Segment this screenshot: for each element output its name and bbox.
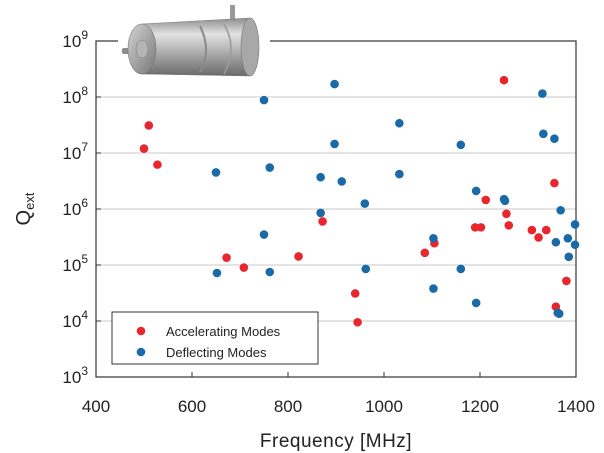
y-tick-label: 108: [62, 84, 88, 107]
y-tick-label: 109: [62, 28, 88, 51]
deflecting-mode-point: [429, 284, 438, 293]
accelerating-mode-point: [318, 217, 327, 226]
accelerating-mode-point: [502, 209, 511, 219]
deflecting-mode-point: [265, 163, 275, 172]
deflecting-mode-point: [330, 139, 339, 149]
deflecting-mode-point: [456, 264, 466, 274]
x-axis-label: Frequency [MHz]: [260, 431, 412, 452]
legend-label-accelerating: Accelerating Modes: [166, 324, 281, 339]
accelerating-mode-point: [144, 121, 154, 130]
deflecting-mode-point: [471, 298, 481, 308]
deflecting-mode-point: [337, 177, 347, 186]
deflecting-mode-point: [564, 252, 574, 262]
deflecting-mode-point: [259, 95, 269, 105]
deflecting-mode-point: [500, 196, 510, 206]
legend-box: [111, 311, 319, 365]
deflecting-mode-point: [570, 220, 580, 229]
data-points: [139, 75, 580, 327]
accelerating-mode-point: [534, 233, 543, 242]
deflecting-mode-point: [429, 233, 438, 243]
accelerating-mode-point: [350, 289, 360, 298]
accelerating-mode-point: [476, 223, 486, 232]
deflecting-mode-point: [395, 169, 404, 179]
y-tick-label: 106: [62, 196, 88, 219]
deflecting-mode-point: [456, 140, 466, 150]
deflecting-mode-point: [563, 233, 573, 243]
x-tick-label: 1400: [557, 397, 595, 416]
deflecting-mode-point: [570, 240, 580, 250]
x-tick-label: 800: [274, 397, 302, 416]
deflecting-mode-point: [330, 79, 339, 89]
deflecting-mode-point: [554, 309, 564, 319]
x-tick-label: 1000: [365, 397, 403, 416]
accelerating-mode-point: [353, 317, 362, 327]
y-axis-label: Qext: [13, 192, 37, 225]
deflecting-mode-point: [316, 208, 325, 218]
legend-label-deflecting: Deflecting Modes: [166, 345, 267, 360]
deflecting-mode-point: [538, 89, 547, 98]
deflecting-mode-point: [211, 168, 221, 177]
x-tick-label: 400: [82, 397, 110, 416]
x-tick-label: 1200: [461, 397, 499, 416]
x-tick-label: 600: [178, 397, 206, 416]
accelerating-mode-point: [153, 160, 162, 169]
cavity-illustration: [118, 0, 270, 86]
accelerating-mode-point: [481, 195, 491, 205]
deflecting-mode-point: [395, 118, 404, 128]
accelerating-mode-point: [239, 263, 249, 272]
deflecting-mode-point: [556, 205, 565, 215]
deflecting-mode-point: [551, 237, 561, 247]
accelerating-mode-point: [504, 221, 514, 230]
deflecting-mode-point: [360, 199, 370, 208]
y-tick-label: 103: [62, 364, 88, 387]
deflecting-mode-point: [265, 267, 275, 277]
legend-marker-deflecting: [136, 347, 146, 357]
accelerating-mode-point: [550, 178, 559, 188]
accelerating-mode-point: [420, 248, 430, 258]
y-axis-ticks: 103 104 105 106 107 108 109: [62, 28, 101, 387]
accelerating-mode-point: [294, 252, 303, 261]
accelerating-mode-point: [527, 225, 537, 235]
x-axis-ticks: 400 600 800 1000 1200 1400: [82, 372, 595, 416]
deflecting-mode-point: [361, 264, 371, 274]
y-tick-label: 104: [62, 308, 88, 331]
accelerating-mode-point: [541, 225, 551, 235]
deflecting-mode-point: [259, 230, 269, 239]
accelerating-mode-point: [139, 144, 149, 153]
y-tick-label: 107: [62, 140, 88, 163]
deflecting-mode-point: [212, 268, 222, 278]
deflecting-mode-point: [316, 172, 325, 182]
accelerating-mode-point: [222, 253, 231, 263]
legend-marker-accelerating: [136, 326, 146, 336]
deflecting-mode-point: [539, 129, 548, 139]
legend: Accelerating Modes Deflecting Modes: [111, 311, 319, 365]
grid-lines: [96, 96, 576, 322]
deflecting-mode-point: [471, 186, 481, 196]
y-tick-label: 105: [62, 252, 88, 275]
accelerating-mode-point: [499, 75, 509, 85]
accelerating-mode-point: [562, 276, 571, 286]
deflecting-mode-point: [550, 134, 559, 144]
